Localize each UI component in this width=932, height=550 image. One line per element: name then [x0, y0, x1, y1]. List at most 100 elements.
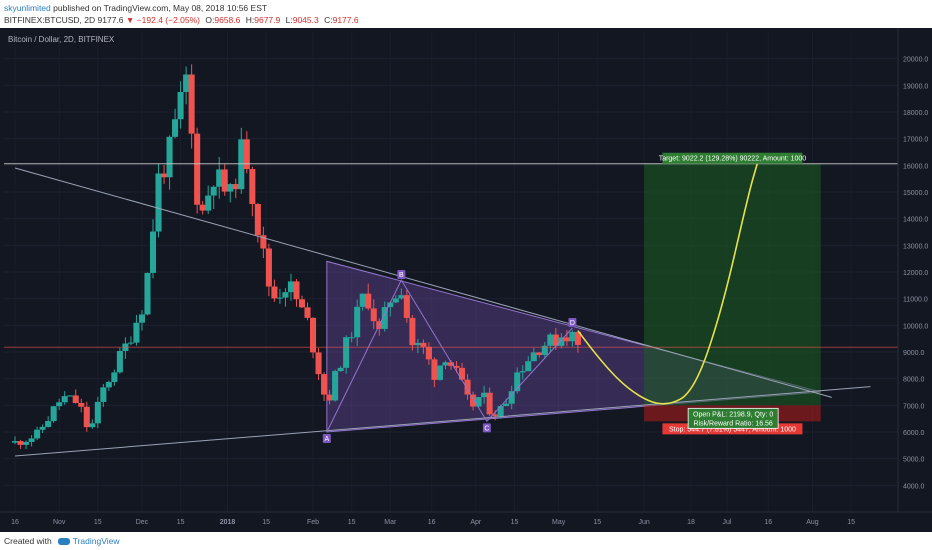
- candle-body: [200, 205, 206, 211]
- time-tick-label: 15: [177, 519, 185, 526]
- candle-body: [476, 397, 482, 406]
- price-tick-label: 11000.0: [903, 297, 928, 304]
- time-tick-label: Jul: [722, 519, 731, 526]
- price-tick-label: 19000.0: [903, 83, 928, 90]
- candle-body: [304, 307, 310, 318]
- time-tick-label: 16: [428, 519, 436, 526]
- candle-body: [498, 406, 504, 416]
- candle-body: [365, 294, 371, 309]
- price-tick-label: 6000.0: [903, 430, 925, 437]
- candle-body: [431, 359, 437, 380]
- high-label: H:: [246, 15, 255, 25]
- candle-body: [216, 169, 222, 186]
- price-tick-label: 14000.0: [903, 217, 928, 224]
- candle-body: [459, 368, 465, 380]
- published-text: published on TradingView.com, May 08, 20…: [53, 3, 267, 13]
- candle-body: [316, 352, 322, 374]
- candle-body: [73, 395, 79, 403]
- time-tick-label: 15: [94, 519, 102, 526]
- candle-body: [29, 438, 35, 442]
- candle-body: [84, 407, 90, 427]
- candle-body: [509, 391, 515, 403]
- candle-body: [332, 371, 338, 400]
- candle-body: [547, 335, 553, 346]
- time-tick-label: Aug: [806, 519, 819, 526]
- candle-body: [117, 351, 123, 372]
- candle-body: [271, 287, 277, 299]
- candle-body: [172, 119, 178, 137]
- time-tick-label: 15: [511, 519, 519, 526]
- candle-body: [56, 402, 62, 406]
- time-tick-label: 15: [262, 519, 270, 526]
- candle-body: [487, 393, 493, 415]
- candle-body: [398, 295, 404, 298]
- candle-body: [183, 75, 189, 92]
- low-label: L:: [286, 15, 293, 25]
- risk-reward-label: Risk/Reward Ratio: 16.56: [693, 420, 772, 427]
- candle-body: [531, 352, 537, 361]
- candle-body: [360, 294, 366, 307]
- candle-body: [40, 427, 46, 430]
- candle-body: [481, 393, 487, 397]
- high-value: 9677.9: [254, 15, 280, 25]
- pattern-point-label: B: [399, 272, 404, 279]
- candle-body: [150, 232, 156, 273]
- author-link[interactable]: skyunlimited: [4, 3, 51, 13]
- price-tick-label: 8000.0: [903, 377, 925, 384]
- candle-body: [569, 332, 575, 341]
- time-tick-label: Feb: [307, 519, 319, 526]
- candle-body: [536, 352, 542, 355]
- candle-body: [249, 169, 255, 204]
- candle-body: [189, 75, 195, 134]
- candle-body: [227, 184, 233, 192]
- candle-body: [415, 343, 421, 345]
- candle-body: [255, 204, 261, 235]
- time-tick-label: Jun: [638, 519, 649, 526]
- pattern-point-label: C: [484, 425, 489, 432]
- price-tick-label: 10000.0: [903, 323, 928, 330]
- pnl-label: Open P&L: 2198.9, Qty: 0: [693, 411, 773, 418]
- price-tick-label: 15000.0: [903, 190, 928, 197]
- close-label: C:: [324, 15, 333, 25]
- candle-body: [293, 281, 299, 299]
- candle-body: [233, 184, 239, 189]
- price-tick-label: 12000.0: [903, 270, 928, 277]
- candle-body: [299, 299, 305, 307]
- pattern-point-label: D: [570, 320, 575, 327]
- candle-body: [133, 323, 139, 343]
- candle-body: [78, 403, 84, 407]
- candle-body: [327, 395, 333, 401]
- target-label: Target: 9022.2 (129.28%) 90222, Amount: …: [659, 156, 807, 163]
- price-chart[interactable]: ABCD16060.09177.616000.96978.76434.0Targ…: [0, 28, 932, 532]
- chart-area[interactable]: ABCD16060.09177.616000.96978.76434.0Targ…: [0, 28, 932, 532]
- price-tick-label: 7000.0: [903, 403, 925, 410]
- candle-body: [161, 174, 167, 178]
- time-axis[interactable]: 16 Nov 15 Dec 15 2018 15 Feb 15 Mar 16 Apr 15 May 15 Ju…: [0, 512, 932, 532]
- time-tick-label: 15: [348, 519, 356, 526]
- tradingview-brand[interactable]: TradingView: [73, 536, 120, 546]
- symbol-label: BITFINEX:BTCUSD, 2D: [4, 15, 95, 25]
- candle-body: [426, 347, 432, 359]
- time-tick-label: 2018: [220, 519, 236, 526]
- candle-body: [89, 423, 95, 427]
- candle-body: [442, 362, 448, 365]
- time-tick-label: 15: [847, 519, 855, 526]
- price-axis[interactable]: 4000.0 5000.0 6000.0 7000.0 8000.0 9000.0 1000…: [898, 28, 932, 532]
- candle-body: [503, 404, 509, 406]
- price-tick-label: 9000.0: [903, 350, 925, 357]
- candle-body: [106, 382, 112, 387]
- open-value: 9658.6: [214, 15, 240, 25]
- candle-body: [128, 343, 134, 344]
- chart-title: Bitcoin / Dollar, 2D, BITFINEX: [8, 35, 115, 44]
- candle-body: [282, 292, 288, 297]
- candle-body: [178, 92, 184, 119]
- price-tick-label: 5000.0: [903, 457, 925, 464]
- candle-body: [409, 318, 415, 345]
- candle-body: [155, 174, 161, 232]
- tradingview-logo-icon: [58, 538, 70, 545]
- candle-body: [51, 406, 57, 421]
- candle-body: [393, 298, 399, 302]
- time-tick-label: Mar: [384, 519, 397, 526]
- time-tick-label: May: [552, 519, 566, 526]
- candle-body: [343, 337, 349, 368]
